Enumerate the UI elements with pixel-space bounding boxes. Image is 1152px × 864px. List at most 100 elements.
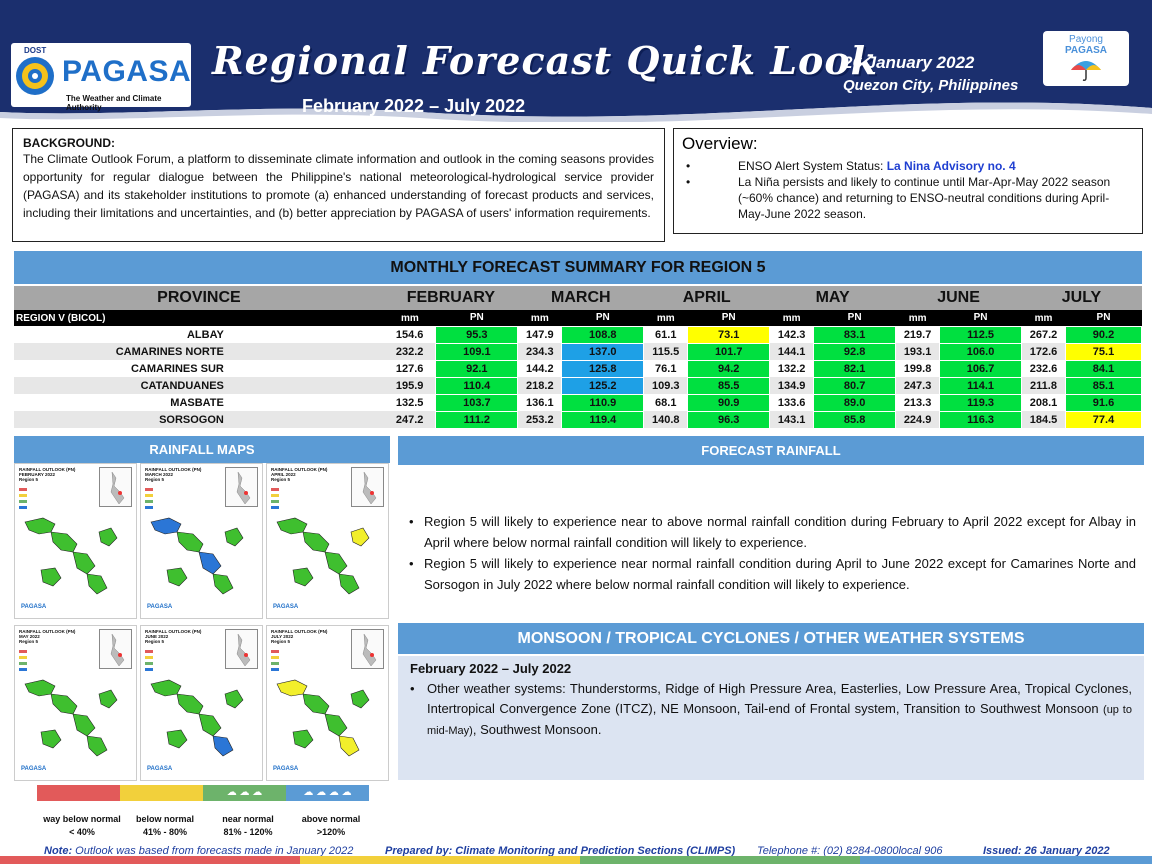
rainfall-mm-cell: 142.3 — [777, 328, 806, 341]
rainfall-map: RAINFALL OUTLOOK (PN) JULY 2022 Region 5 PA… — [266, 625, 389, 781]
legend-label: near normal 81% - 120% — [200, 813, 296, 839]
monsoon-item: • Other weather systems: Thunderstorms, … — [410, 679, 1132, 741]
footer: Note: Outlook was based from forecasts m… — [0, 842, 1152, 864]
legend-label: below normal 41% - 80% — [117, 813, 213, 839]
map-title: RAINFALL OUTLOOK (PN) MAY 2022 Region 5 — [19, 629, 75, 644]
overview-item-la-nina: • La Niña persists and likely to continu… — [682, 174, 1134, 222]
table-row: CAMARINES SUR 127.6 92.1 144.2 125.8 76.1 94.2… — [14, 359, 1142, 378]
bullet-icon: • — [409, 514, 414, 529]
province-name: ALBAY — [186, 328, 224, 341]
bicol-region-map — [276, 679, 370, 757]
rainfall-mm-cell: 154.6 — [395, 328, 424, 341]
legend-label-name: way below normal — [43, 814, 121, 824]
rainfall-pn-cell: 83.1 — [813, 325, 897, 344]
forecast-summary-table: PROVINCE FEBRUARY MARCH APRIL MAY JUNE J… — [14, 286, 1142, 429]
rainfall-pn-cell: 80.7 — [813, 376, 897, 395]
month-header: JUNE — [895, 286, 1022, 310]
table-row: CAMARINES NORTE 232.2 109.1 234.3 137.0 115.5… — [14, 342, 1142, 361]
pagasa-logo-box: DOST PAGASA The Weather and Climate Auth… — [11, 43, 191, 112]
monsoon-box: February 2022 – July 2022 • Other weathe… — [398, 656, 1144, 780]
table-header-months: PROVINCE FEBRUARY MARCH APRIL MAY JUNE J… — [14, 286, 1142, 310]
map-title-line: Region 5 — [19, 639, 39, 644]
forecast-period: February 2022 – July 2022 — [302, 96, 526, 116]
rainfall-mm-cell: 115.5 — [643, 343, 688, 360]
footer-telephone: Telephone #: (02) 8284-0800local 906 — [757, 845, 943, 857]
legend-label: way below normal < 40% — [34, 813, 130, 839]
background-box: BACKGROUND: The Climate Outlook Forum, a… — [12, 128, 665, 242]
rainfall-pn-cell: 96.3 — [687, 410, 771, 429]
issue-place: Quezon City, Philippines — [843, 77, 1019, 94]
rainfall-mm-cell: 132.5 — [395, 396, 424, 409]
overview-title: Overview: — [682, 134, 758, 153]
rainfall-mm-cell: 133.6 — [777, 396, 806, 409]
legend-label-name: near normal — [222, 814, 274, 824]
month-header: FEBRUARY — [383, 286, 518, 310]
map-brand: PAGASA — [273, 766, 299, 772]
rainfall-pn-cell: 92.8 — [813, 342, 897, 361]
bicol-region-map — [150, 679, 244, 757]
footer-note-label: Note: — [44, 845, 73, 857]
footer-strip-yellow — [300, 856, 580, 864]
rainfall-pn-cell: 85.1 — [1065, 376, 1142, 395]
rainfall-pn-cell: 108.8 — [561, 325, 645, 344]
province-name: MASBATE — [170, 396, 224, 409]
rainfall-mm-cell: 144.2 — [526, 362, 554, 375]
table-header-units: REGION V (BICOL) mm PN mm PN mm PN mm PN mm P… — [14, 310, 1142, 326]
col-mm: mm — [895, 310, 940, 326]
footer-strip-red — [0, 856, 300, 864]
rainfall-pn-cell: 75.1 — [1065, 342, 1142, 361]
footer-prepared-text: Prepared by: Climate Monitoring and Pred… — [385, 845, 736, 857]
rainfall-mm-cell: 61.1 — [655, 328, 677, 341]
rainfall-mm-cell: 224.9 — [895, 411, 940, 428]
footer-note-text: Outlook was based from forecasts made in… — [72, 845, 354, 857]
bicol-region-map — [276, 517, 370, 595]
rainfall-pn-cell: 110.4 — [435, 376, 519, 395]
umbrella-icon — [1071, 61, 1101, 81]
rainfall-map: RAINFALL OUTLOOK (PN) FEBRUARY 2022 Region… — [14, 463, 137, 619]
background-text: The Climate Outlook Forum, a platform to… — [23, 152, 654, 220]
province-name: CAMARINES SUR — [130, 362, 224, 375]
forecast-rainfall-title: FORECAST RAINFALL — [398, 436, 1144, 465]
map-title: RAINFALL OUTLOOK (PN) FEBRUARY 2022 Region… — [19, 467, 75, 482]
rainfall-pn-cell: 116.3 — [939, 410, 1023, 429]
rainfall-pn-cell: 89.0 — [813, 393, 897, 412]
bicol-region-map — [24, 517, 118, 595]
map-title-line: JUNE 2022 — [145, 634, 169, 639]
map-legend — [271, 488, 279, 512]
map-legend — [271, 650, 279, 674]
rainfall-map: RAINFALL OUTLOOK (PN) APRIL 2022 Region 5 P… — [266, 463, 389, 619]
pagasa-tagline: The Weather and Climate Authority — [66, 94, 162, 112]
overview-item-enso-status: • ENSO Alert System Status: La Nina Advi… — [682, 158, 1134, 174]
map-brand: PAGASA — [147, 766, 173, 772]
col-pn: PN — [561, 310, 644, 326]
rainfall-mm-cell: 234.3 — [517, 343, 562, 360]
month-header: MARCH — [517, 286, 644, 310]
rainfall-mm-cell: 267.2 — [1029, 328, 1058, 341]
rainfall-pn-cell: 103.7 — [435, 393, 519, 412]
rainfall-pn-cell: 77.4 — [1065, 410, 1142, 429]
summary-title: MONTHLY FORECAST SUMMARY FOR REGION 5 — [14, 251, 1142, 284]
map-brand: PAGASA — [273, 604, 299, 610]
rainfall-pn-cell: 106.0 — [939, 342, 1023, 361]
footer-prepared: Prepared by: Climate Monitoring and Pred… — [385, 845, 735, 857]
col-pn: PN — [687, 310, 770, 326]
location-index-map — [99, 629, 132, 669]
table-row: ALBAY 154.6 95.3 147.9 108.8 61.1 73.1 142.3 83.… — [14, 325, 1142, 344]
legend-label-range: 41% - 80% — [142, 827, 188, 837]
col-pn: PN — [813, 310, 896, 326]
table-body: ALBAY 154.6 95.3 147.9 108.8 61.1 73.1 142.3 83.… — [14, 325, 1142, 429]
location-index-map — [225, 467, 258, 507]
rainfall-mm-cell: 134.9 — [769, 377, 814, 394]
rainfall-mm-cell: 208.1 — [1029, 396, 1058, 409]
forecast-rainfall-text: • Region 5 will likely to experience nea… — [398, 511, 1136, 595]
footer-issued: Issued: 26 January 2022 — [983, 845, 1110, 857]
monsoon-text: Other weather systems: Thunderstorms, Ri… — [427, 681, 1132, 716]
map-title-line: RAINFALL OUTLOOK (PN) — [145, 467, 202, 472]
legend-swatch: ☁ ☁ ☁ — [203, 785, 286, 801]
location-index-map — [99, 467, 132, 507]
rainfall-mm-cell: 219.7 — [903, 328, 932, 341]
payong-line1: Payong — [1069, 34, 1103, 45]
month-header: APRIL — [643, 286, 770, 310]
forecast-item: • Region 5 will likely to experience nea… — [398, 553, 1136, 595]
map-title-line: Region 5 — [271, 639, 291, 644]
